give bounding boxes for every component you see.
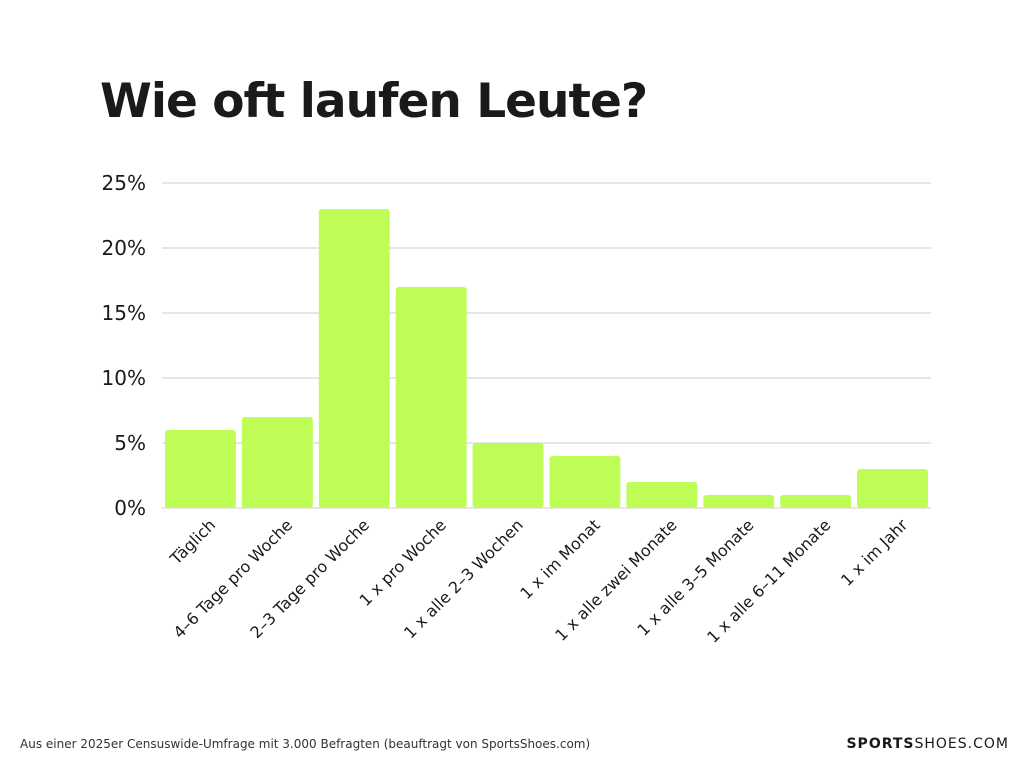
- bar: [780, 495, 852, 508]
- x-tick-label: Täglich: [166, 515, 220, 569]
- bar: [549, 456, 621, 508]
- y-tick-label: 25%: [102, 171, 146, 195]
- brand-logo: SPORTSSHOES.COM: [846, 736, 1009, 752]
- bar: [318, 209, 390, 508]
- y-axis-tick-labels: 0% 5% 10% 15% 20% 25%: [102, 171, 146, 520]
- chart-title: Wie oft laufen Leute?: [100, 74, 648, 129]
- bar: [165, 430, 236, 508]
- bar: [857, 469, 928, 508]
- bar: [703, 495, 775, 508]
- x-tick-label: 1 x im Jahr: [837, 515, 912, 590]
- bar: [241, 417, 313, 508]
- source-footnote: Aus einer 2025er Censuswide-Umfrage mit …: [20, 737, 591, 751]
- x-tick-label: 1 x im Monat: [516, 515, 604, 603]
- brand-logo-bold: SPORTS: [846, 736, 915, 752]
- bar: [626, 482, 698, 508]
- y-tick-label: 10%: [102, 366, 146, 390]
- y-tick-label: 5%: [114, 431, 146, 455]
- y-tick-label: 0%: [114, 496, 146, 520]
- y-tick-label: 20%: [102, 236, 146, 260]
- x-tick-label: 1 x alle 6–11 Monate: [703, 515, 834, 646]
- bar: [472, 443, 544, 508]
- brand-logo-light: SHOES.COM: [914, 736, 1009, 752]
- y-tick-label: 15%: [102, 301, 146, 325]
- bar: [395, 287, 467, 508]
- bars: [165, 209, 928, 508]
